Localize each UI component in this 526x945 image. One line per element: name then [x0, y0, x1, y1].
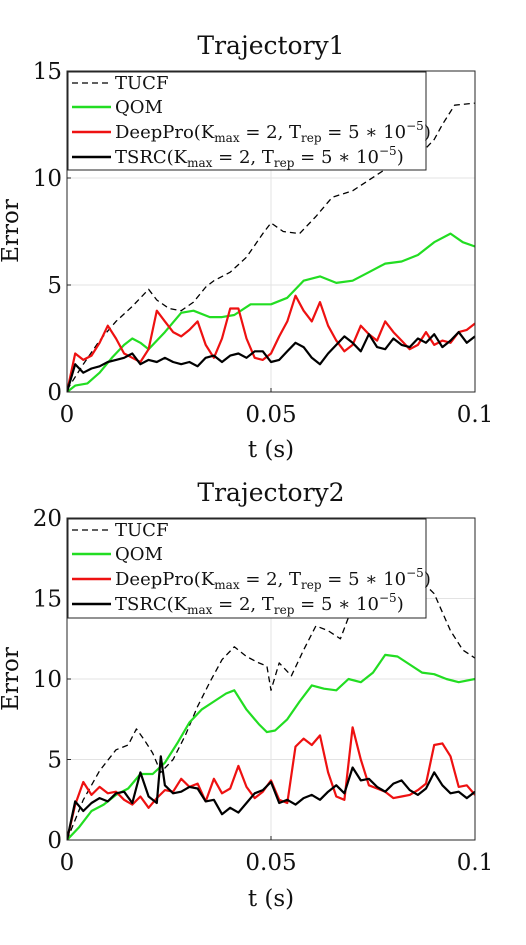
- legend-label: QOM: [115, 544, 163, 565]
- series-line-tucf: [67, 102, 475, 391]
- ticks: 0 0.05 0.1 0 5 10 15 20: [33, 506, 494, 876]
- y-tick-label: 10: [33, 667, 62, 693]
- series-line-qom: [67, 232, 475, 392]
- series-line-deeppro: [67, 726, 475, 840]
- series-lines: [67, 102, 475, 392]
- chart-trajectory1: Trajectory1 0 0.05 0.1 0 5 10 15 t (s) Error T…: [0, 31, 493, 463]
- legend-label: DeepPro(Kmax = 2, Trep = 5 ∗ 10−5): [115, 119, 431, 145]
- y-tick-label: 5: [47, 748, 62, 774]
- y-tick-label: 0: [47, 380, 62, 406]
- series-line-tsrc: [67, 331, 475, 392]
- legend-box: [67, 71, 427, 171]
- chart-trajectory2: Trajectory2 0 0.05 0.1 0 5 10 15 20 t (s) Error…: [0, 478, 493, 912]
- y-tick-label: 0: [47, 828, 62, 854]
- y-axis-label: Error: [0, 199, 24, 263]
- x-axis-label: t (s): [248, 437, 294, 463]
- legend-label: TSRC(Kmax = 2, Trep = 5 ∗ 10−5): [115, 591, 404, 617]
- y-tick-label: 5: [47, 273, 62, 299]
- chart-title: Trajectory2: [197, 478, 344, 507]
- y-axis-label: Error: [0, 647, 24, 711]
- series-lines: [67, 533, 475, 840]
- y-tick-label: 20: [33, 506, 62, 532]
- x-tick-label: 0.1: [457, 402, 494, 428]
- x-tick-label: 0: [60, 402, 75, 428]
- chart-title: Trajectory1: [197, 31, 344, 60]
- legend-label: QOM: [115, 97, 163, 118]
- series-line-qom: [67, 653, 475, 840]
- y-tick-label: 10: [33, 166, 62, 192]
- x-tick-label: 0: [60, 850, 75, 876]
- x-tick-label: 0.05: [245, 402, 296, 428]
- x-tick-label: 0.1: [457, 850, 494, 876]
- y-tick-label: 15: [33, 59, 62, 85]
- y-tick-label: 15: [33, 587, 62, 613]
- ticks: 0 0.05 0.1 0 5 10 15: [33, 59, 494, 428]
- series-line-tsrc: [67, 755, 475, 840]
- x-axis-label: t (s): [248, 886, 294, 912]
- legend-box: [67, 518, 427, 619]
- legend-label: TSRC(Kmax = 2, Trep = 5 ∗ 10−5): [115, 144, 404, 170]
- legend-label: TUCF: [115, 520, 168, 541]
- legend-label: DeepPro(Kmax = 2, Trep = 5 ∗ 10−5): [115, 566, 431, 592]
- x-tick-label: 0.05: [245, 850, 296, 876]
- legend-label: TUCF: [115, 73, 168, 94]
